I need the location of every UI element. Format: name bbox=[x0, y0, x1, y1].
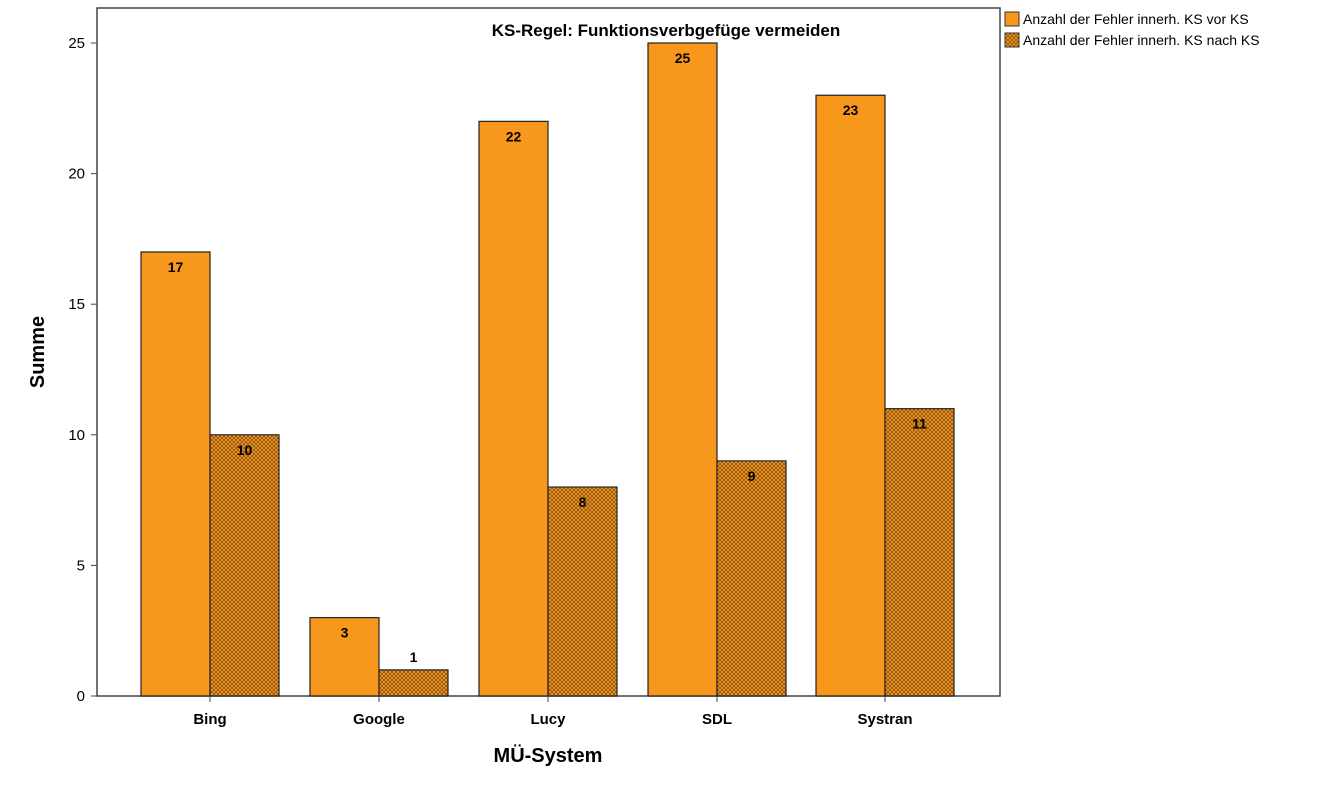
x-tick-label: Lucy bbox=[530, 711, 566, 728]
data-label: 11 bbox=[912, 416, 927, 432]
bar-lucy-vor bbox=[478, 120, 549, 697]
bar-bing-vor bbox=[140, 251, 211, 697]
data-labels-group: 17 10 3 1 22 8 25 9 23 11 bbox=[168, 50, 927, 665]
x-tick-label: Bing bbox=[193, 711, 226, 728]
bars-group bbox=[140, 42, 955, 697]
data-label: 9 bbox=[748, 468, 756, 484]
bar-google-vor bbox=[309, 617, 380, 697]
legend-label-nach: Anzahl der Fehler innerh. KS nach KS bbox=[1023, 32, 1260, 48]
legend-swatch-nach bbox=[1004, 32, 1020, 48]
chart-title: KS-Regel: Funktionsverbgefüge vermeiden bbox=[492, 21, 841, 40]
x-axis-title: MÜ-System bbox=[494, 744, 603, 767]
legend: Anzahl der Fehler innerh. KS vor KS Anza… bbox=[1004, 11, 1260, 48]
data-label: 23 bbox=[843, 102, 859, 118]
data-label: 25 bbox=[675, 50, 691, 66]
legend-swatch-vor bbox=[1004, 11, 1020, 27]
y-tick-label: 15 bbox=[68, 296, 85, 313]
data-label: 22 bbox=[506, 128, 522, 144]
legend-label-vor: Anzahl der Fehler innerh. KS vor KS bbox=[1023, 11, 1249, 27]
y-axis-title: Summe bbox=[27, 316, 49, 388]
y-tick-label: 10 bbox=[68, 427, 85, 444]
y-tick-label: 25 bbox=[68, 35, 85, 52]
bar-sdl-vor bbox=[647, 42, 718, 697]
x-axis: Bing Google Lucy SDL Systran bbox=[193, 696, 913, 728]
y-tick-label: 5 bbox=[77, 557, 85, 574]
data-label: 3 bbox=[341, 625, 349, 641]
x-tick-label: Google bbox=[353, 711, 405, 728]
bar-google-nach bbox=[378, 669, 449, 697]
y-tick-label: 20 bbox=[68, 166, 85, 183]
data-label: 8 bbox=[579, 494, 587, 510]
y-tick-label: 0 bbox=[77, 688, 85, 705]
y-axis: 0 5 10 15 20 25 bbox=[68, 35, 97, 705]
bar-bing-nach bbox=[209, 434, 280, 697]
bar-sdl-nach bbox=[716, 460, 787, 697]
data-label: 10 bbox=[237, 442, 253, 458]
bar-systran-vor bbox=[815, 94, 886, 697]
data-label: 17 bbox=[168, 259, 184, 275]
bar-lucy-nach bbox=[547, 486, 618, 697]
x-tick-label: Systran bbox=[857, 711, 912, 728]
x-tick-label: SDL bbox=[702, 711, 732, 728]
data-label: 1 bbox=[410, 649, 418, 665]
bar-systran-nach bbox=[884, 408, 955, 697]
